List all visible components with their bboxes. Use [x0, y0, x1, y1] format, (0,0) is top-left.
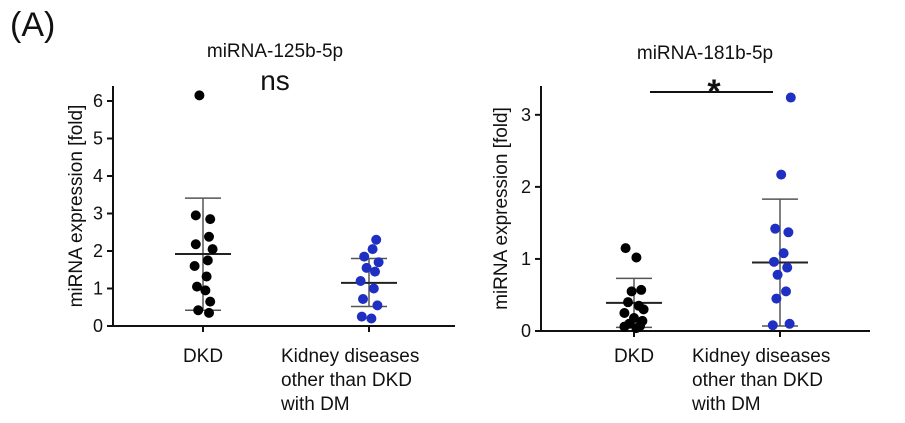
data-point — [781, 286, 791, 297]
data-point — [356, 311, 367, 322]
data-point — [201, 271, 212, 282]
data-point — [623, 297, 633, 308]
y-tick-label: 2 — [93, 241, 103, 261]
data-point — [619, 307, 630, 318]
data-point — [193, 305, 204, 316]
data-point — [361, 262, 372, 273]
data-point — [189, 261, 200, 271]
significance-label: ns — [260, 65, 290, 96]
chart-mirna-181b: miRNA-181b-5p * 0 1 2 3 miRNA expression [fold… — [491, 43, 870, 415]
data-point — [205, 296, 216, 307]
y-tick-label: 4 — [93, 166, 103, 186]
y-tick-label: 0 — [93, 316, 103, 336]
category-label: DKD — [614, 346, 654, 367]
data-point — [200, 285, 211, 296]
data-point — [205, 214, 216, 225]
chart-title: miRNA-181b-5p — [637, 43, 773, 64]
y-tick-label: 1 — [93, 279, 103, 299]
data-point — [771, 293, 782, 304]
data-point — [204, 231, 214, 242]
y-tick-label: 0 — [521, 321, 531, 341]
data-point — [204, 307, 214, 318]
data-point — [355, 276, 366, 286]
data-point — [620, 243, 631, 254]
category-label: other than DKD — [692, 370, 823, 391]
data-point — [372, 300, 383, 311]
y-tick-label: 1 — [521, 249, 531, 269]
y-tick-label: 5 — [93, 129, 103, 149]
data-point — [784, 318, 795, 329]
data-point — [368, 283, 379, 294]
data-point — [358, 294, 368, 304]
chart-title: miRNA-125b-5p — [207, 41, 343, 62]
data-point — [778, 248, 789, 259]
data-point — [785, 92, 796, 103]
data-point — [767, 320, 778, 331]
data-point — [772, 269, 783, 280]
data-point — [207, 244, 218, 255]
data-point — [373, 257, 384, 268]
panel-label: (A) — [10, 6, 56, 44]
data-point — [626, 286, 637, 297]
data-point — [619, 321, 630, 332]
chart-mirna-125b: miRNA-125b-5p ns 0 1 2 3 4 5 6 miRNA expression [… — [66, 41, 455, 415]
data-point — [190, 239, 201, 250]
y-tick-label: 2 — [521, 177, 531, 197]
y-tick-label: 3 — [521, 105, 531, 125]
category-label: Kidney diseases — [281, 346, 419, 367]
category-label: Kidney diseases — [692, 346, 830, 367]
data-point — [631, 323, 642, 334]
data-point — [782, 262, 793, 273]
y-axis-label: miRNA expression [fold] — [66, 105, 87, 308]
category-label: with DM — [280, 394, 350, 415]
data-point — [631, 252, 642, 263]
y-tick-label: 3 — [93, 204, 103, 224]
data-point — [783, 227, 794, 238]
data-point — [366, 313, 377, 324]
category-label: other than DKD — [281, 370, 412, 391]
data-point — [192, 281, 202, 292]
data-point — [371, 234, 382, 245]
data-point — [770, 223, 781, 234]
data-point — [190, 210, 201, 221]
data-point — [370, 266, 380, 277]
data-point — [359, 251, 370, 262]
data-point — [636, 284, 647, 295]
category-label: DKD — [183, 346, 223, 367]
data-point — [769, 256, 779, 267]
data-point — [367, 244, 378, 255]
significance-label: * — [707, 73, 721, 111]
category-label: with DM — [691, 394, 761, 415]
y-tick-label: 6 — [93, 91, 103, 111]
y-axis-label: miRNA expression [fold] — [491, 107, 512, 310]
data-point — [194, 90, 205, 101]
data-point — [776, 169, 787, 180]
data-point — [202, 255, 213, 266]
data-point — [638, 304, 649, 315]
